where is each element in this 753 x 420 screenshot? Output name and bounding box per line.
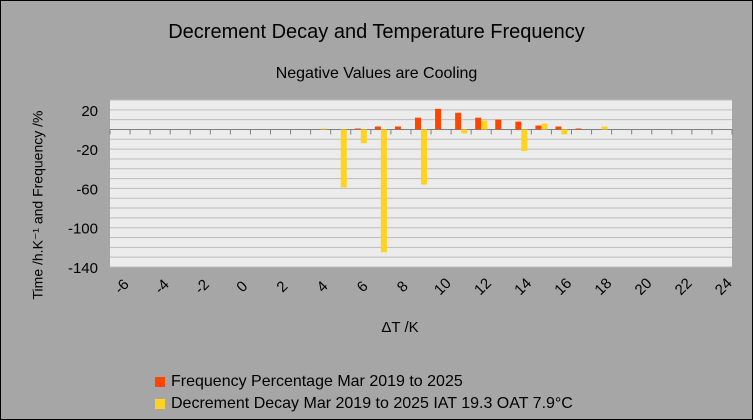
x-tick-label: 4 — [314, 278, 332, 296]
chart-subtitle: Negative Values are Cooling — [275, 65, 478, 82]
bar-frequency — [535, 125, 542, 130]
x-tick-label: 2 — [273, 278, 291, 296]
x-tick-label: 0 — [233, 278, 251, 296]
bar-decrement-decay — [380, 129, 387, 253]
x-tick-label: 24 — [712, 275, 736, 299]
legend-label-frequency: Frequency Percentage Mar 2019 to 2025 — [171, 373, 463, 390]
bar-decrement-decay — [360, 129, 367, 144]
bar-frequency — [475, 117, 482, 130]
y-tick-label: -100 — [68, 221, 98, 238]
x-tick-label: -4 — [151, 276, 172, 297]
bar-decrement-decay — [320, 128, 327, 130]
chart-title: Decrement Decay and Temperature Frequenc… — [168, 21, 585, 43]
x-tick-label: 10 — [431, 275, 455, 299]
y-tick-label: -140 — [68, 260, 98, 277]
bar-frequency — [575, 128, 582, 130]
bar-frequency — [495, 119, 502, 130]
bar-frequency — [354, 128, 361, 130]
bar-frequency — [455, 112, 462, 130]
bar-decrement-decay — [421, 129, 427, 185]
x-axis-label: ΔT /K — [381, 319, 419, 336]
legend-swatch-frequency — [155, 377, 165, 387]
bar-frequency — [374, 126, 381, 130]
legend-item-decrement-decay: Decrement Decay Mar 2019 to 2025 IAT 19.… — [155, 395, 573, 413]
x-tick-label: 22 — [672, 275, 696, 299]
legend-item-frequency: Frequency Percentage Mar 2019 to 2025 — [155, 373, 463, 391]
bar-decrement-decay — [481, 120, 488, 130]
y-tick-label: 20 — [81, 103, 98, 120]
x-tick-label: 20 — [632, 275, 656, 299]
bar-frequency — [435, 108, 442, 130]
x-tick-label: 18 — [591, 275, 615, 299]
bar-frequency — [515, 121, 522, 130]
legend-swatch-decrement-decay — [155, 399, 165, 409]
bar-decrement-decay — [521, 129, 528, 152]
x-tick-label: -6 — [111, 276, 132, 297]
bar-decrement-decay — [340, 129, 347, 188]
x-tick-label: 6 — [354, 278, 372, 296]
x-tick-label: 14 — [511, 275, 535, 299]
bar-decrement-decay — [461, 129, 468, 134]
bar-decrement-decay — [561, 129, 568, 135]
x-tick-label: 8 — [394, 278, 412, 296]
y-tick-label: -60 — [76, 181, 98, 198]
bar-frequency — [415, 117, 421, 130]
x-tick-label: 12 — [471, 275, 495, 299]
x-tick-label: -2 — [191, 276, 212, 297]
bar-frequency — [394, 126, 401, 130]
bar-decrement-decay — [541, 123, 548, 130]
y-tick-label: -20 — [76, 142, 98, 159]
x-tick-label: 16 — [551, 275, 575, 299]
legend-label-decrement-decay: Decrement Decay Mar 2019 to 2025 IAT 19.… — [171, 395, 573, 412]
bar-decrement-decay — [601, 126, 608, 130]
bar-frequency — [555, 126, 562, 130]
